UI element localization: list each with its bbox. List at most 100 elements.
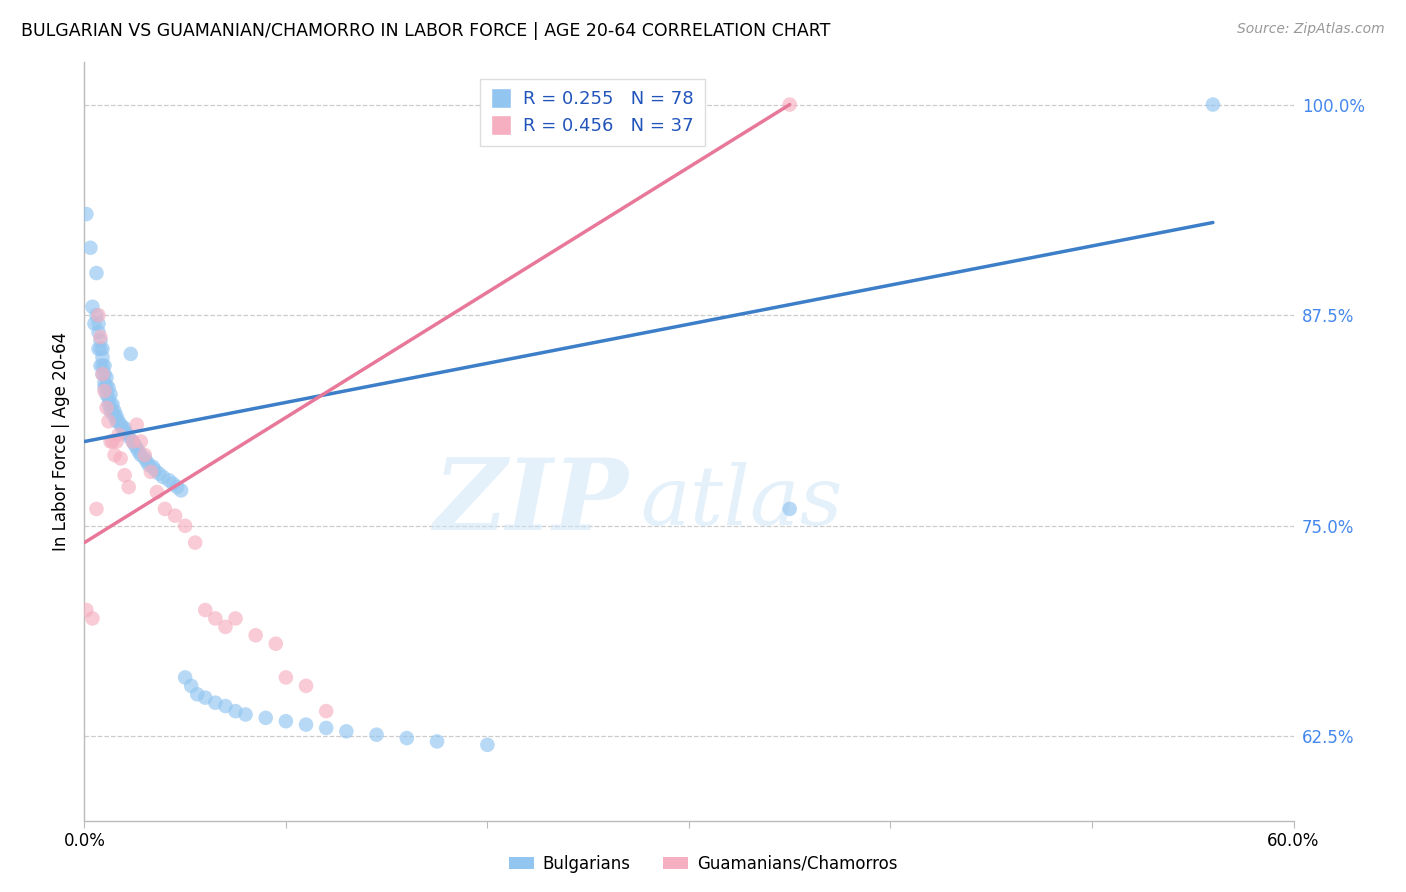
Point [121, 434, 143, 449]
Point [194, 690, 217, 705]
Point [142, 459, 165, 474]
Point [114, 468, 136, 483]
Point [101, 397, 124, 411]
Legend: Bulgarians, Guamanians/Chamorros: Bulgarians, Guamanians/Chamorros [502, 848, 904, 880]
Point [89, 342, 111, 356]
Point [143, 463, 166, 477]
Point [274, 714, 297, 729]
Point [135, 455, 157, 469]
Point [148, 467, 170, 481]
Point [118, 429, 141, 443]
Point [152, 470, 174, 484]
Point [114, 421, 136, 435]
Point [104, 404, 127, 418]
Point [477, 738, 499, 752]
Point [146, 485, 169, 500]
Point [157, 473, 180, 487]
Point [107, 427, 129, 442]
Point [225, 611, 247, 625]
Y-axis label: In Labor Force | Age 20-64: In Labor Force | Age 20-64 [52, 332, 70, 551]
Point [129, 448, 152, 462]
Point [97, 414, 120, 428]
Point [82, 300, 104, 314]
Text: ZIP: ZIP [433, 454, 628, 550]
Point [174, 670, 197, 684]
Point [124, 438, 146, 452]
Point [779, 502, 801, 516]
Point [120, 347, 142, 361]
Point [110, 451, 132, 466]
Point [264, 637, 287, 651]
Point [174, 518, 197, 533]
Point [111, 421, 134, 435]
Point [97, 381, 120, 395]
Point [121, 434, 143, 449]
Point [166, 480, 188, 494]
Point [96, 379, 118, 393]
Point [779, 97, 801, 112]
Point [165, 508, 187, 523]
Point [104, 448, 127, 462]
Point [86, 266, 108, 280]
Point [125, 442, 148, 456]
Point [93, 384, 115, 398]
Point [97, 391, 120, 405]
Point [134, 451, 156, 466]
Point [87, 317, 110, 331]
Point [186, 687, 208, 701]
Point [100, 434, 122, 449]
Point [139, 465, 162, 479]
Point [1202, 97, 1225, 112]
Point [75, 603, 97, 617]
Point [114, 426, 136, 441]
Point [204, 611, 226, 625]
Point [110, 417, 132, 432]
Point [89, 359, 111, 373]
Point [87, 325, 110, 339]
Point [96, 370, 118, 384]
Point [104, 409, 127, 424]
Point [100, 404, 122, 418]
Point [91, 359, 114, 373]
Point [75, 207, 97, 221]
Legend: R = 0.255   N = 78, R = 0.456   N = 37: R = 0.255 N = 78, R = 0.456 N = 37 [479, 79, 704, 145]
Point [315, 704, 337, 718]
Point [87, 342, 110, 356]
Point [79, 241, 101, 255]
Point [138, 458, 160, 472]
Point [180, 679, 202, 693]
Point [82, 611, 104, 625]
Point [295, 717, 318, 731]
Point [125, 417, 148, 432]
Point [91, 351, 114, 365]
Point [100, 397, 122, 411]
Point [170, 483, 193, 498]
Text: BULGARIAN VS GUAMANIAN/CHAMORRO IN LABOR FORCE | AGE 20-64 CORRELATION CHART: BULGARIAN VS GUAMANIAN/CHAMORRO IN LABOR… [21, 22, 831, 40]
Point [97, 397, 120, 411]
Point [89, 330, 111, 344]
Point [128, 444, 150, 458]
Point [129, 434, 152, 449]
Point [118, 480, 141, 494]
Point [245, 628, 267, 642]
Point [105, 434, 128, 449]
Point [93, 381, 115, 395]
Point [153, 502, 176, 516]
Point [93, 367, 115, 381]
Point [194, 603, 217, 617]
Point [86, 308, 108, 322]
Point [426, 734, 449, 748]
Point [214, 620, 236, 634]
Point [134, 448, 156, 462]
Point [107, 414, 129, 428]
Point [225, 704, 247, 718]
Point [101, 434, 124, 449]
Point [335, 724, 357, 739]
Text: atlas: atlas [641, 462, 844, 542]
Point [91, 367, 114, 381]
Point [214, 699, 236, 714]
Point [105, 414, 128, 428]
Point [87, 308, 110, 322]
Point [100, 387, 122, 401]
Text: Source: ZipAtlas.com: Source: ZipAtlas.com [1237, 22, 1385, 37]
